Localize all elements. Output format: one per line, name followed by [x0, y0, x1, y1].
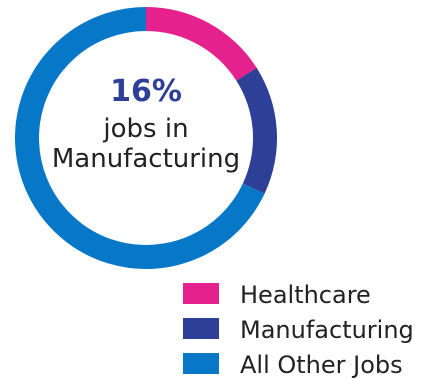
legend-label-all-other-jobs: All Other Jobs — [240, 351, 403, 379]
legend-swatch-manufacturing — [183, 318, 219, 339]
center-label: 16% jobs in Manufacturing — [52, 74, 240, 174]
center-label-line-2: Manufacturing — [52, 144, 240, 174]
legend-label-healthcare: Healthcare — [240, 281, 371, 309]
center-label-line-1: jobs in — [102, 114, 188, 144]
slice-manufacturing — [236, 67, 277, 194]
legend: Healthcare Manufacturing All Other Jobs — [183, 281, 414, 379]
legend-label-manufacturing: Manufacturing — [240, 316, 414, 344]
slice-healthcare — [146, 7, 257, 81]
center-percentage: 16% — [110, 74, 182, 109]
legend-swatch-healthcare — [183, 283, 219, 304]
donut-slices — [15, 7, 277, 269]
legend-swatch-all-other-jobs — [183, 353, 219, 374]
